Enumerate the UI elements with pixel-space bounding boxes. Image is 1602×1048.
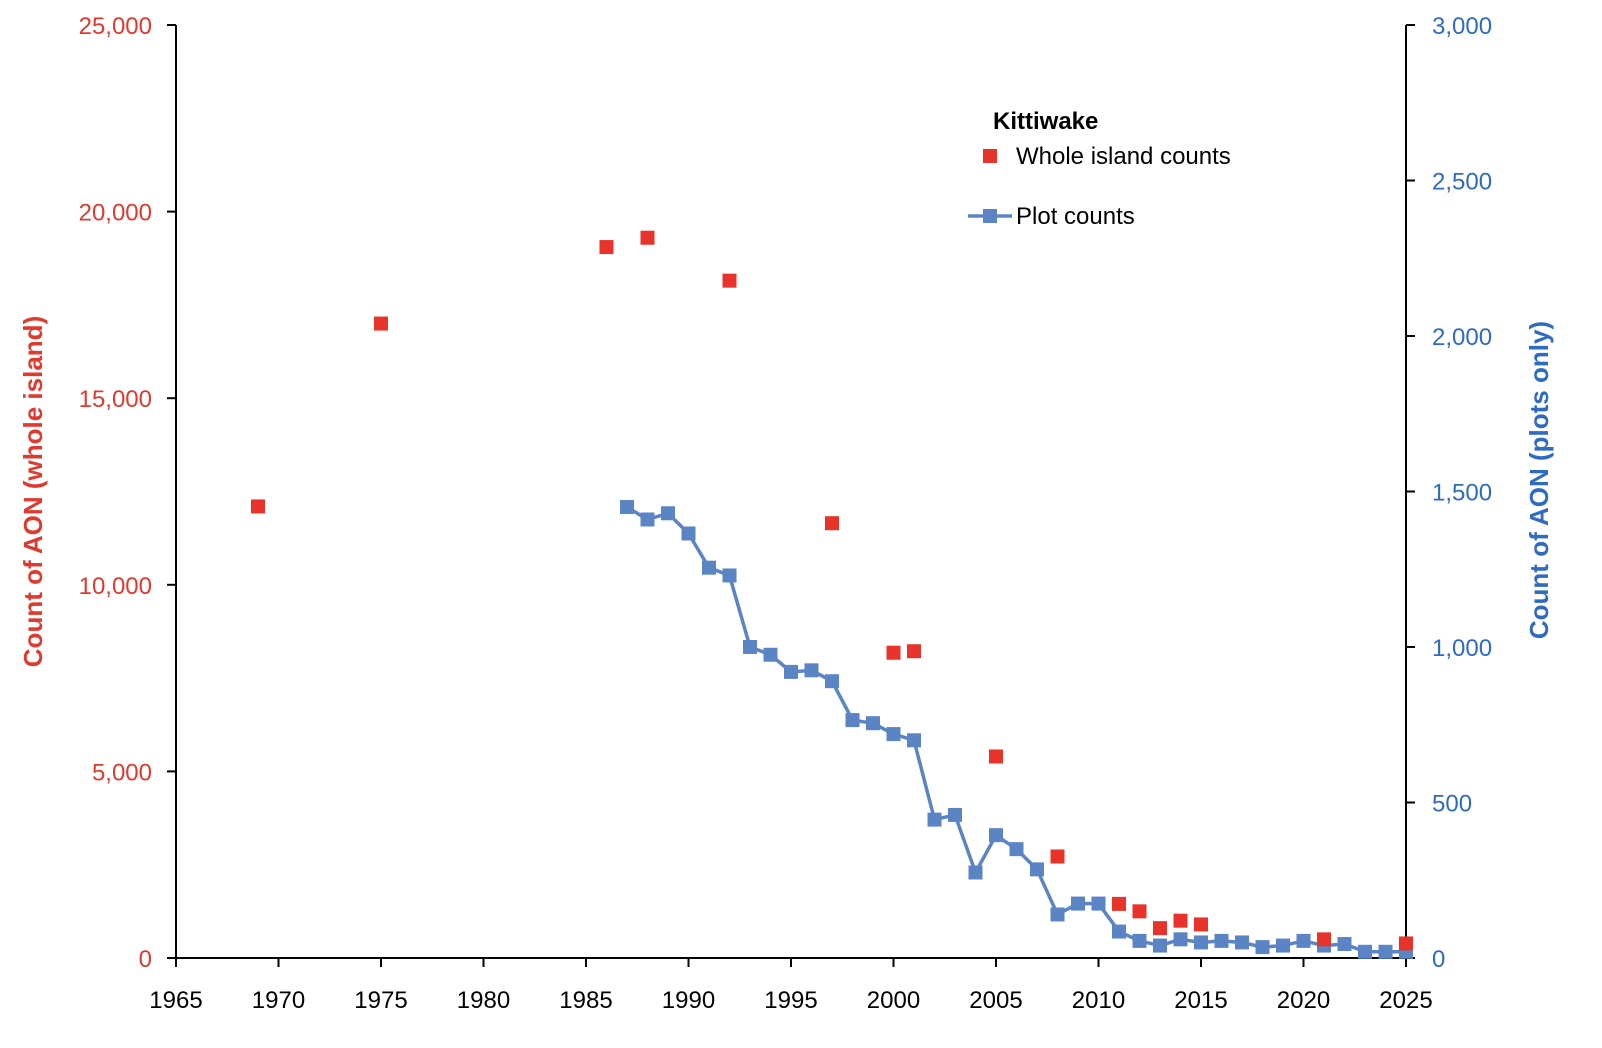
plot-counts-point: [1337, 937, 1352, 952]
whole-island-point: [251, 499, 265, 514]
plot-counts-point: [1071, 896, 1085, 911]
whole-island-point: [1050, 849, 1065, 864]
right-tick-label: 0: [1432, 946, 1445, 973]
plot-counts-point: [743, 640, 757, 654]
plot-counts-point: [1030, 862, 1044, 877]
x-tick-label: 2010: [1072, 987, 1125, 1014]
whole-island-point: [1153, 921, 1167, 936]
right-tick-label: 2,500: [1432, 169, 1492, 196]
right-tick-label: 500: [1432, 791, 1472, 818]
plot-counts-point: [1173, 932, 1188, 947]
right-axis-ticks: 0 500 1,000 1,500 2,000 2,500 3,000: [1406, 13, 1492, 973]
plot-counts-point: [989, 828, 1003, 843]
x-tick-label: 1970: [252, 987, 305, 1014]
x-tick-label: 1975: [354, 987, 407, 1014]
whole-island-point: [1173, 913, 1188, 928]
right-tick-label: 3,000: [1432, 13, 1492, 40]
whole-island-point: [1132, 904, 1147, 919]
whole-island-series: [251, 230, 1413, 951]
plot-counts-point: [681, 526, 696, 541]
legend-marker-whole-island: [983, 149, 997, 163]
plot-counts-point: [784, 664, 798, 679]
x-tick-label: 2020: [1277, 987, 1330, 1014]
plot-counts-point: [1132, 933, 1147, 948]
plot-counts-series: [620, 500, 1413, 959]
right-tick-label: 2,000: [1432, 324, 1492, 351]
plot-counts-point: [845, 713, 860, 728]
plot-counts-point: [1112, 924, 1126, 939]
legend-label-plot-counts: Plot counts: [1016, 203, 1135, 230]
plot-counts-point: [620, 500, 634, 515]
whole-island-point: [599, 240, 614, 255]
left-axis-ticks: 0 5,000 10,000 15,000 20,000 25,000: [79, 13, 176, 973]
plot-counts-point: [1050, 907, 1065, 922]
x-tick-label: 1990: [662, 987, 715, 1014]
x-tick-label: 1995: [764, 987, 817, 1014]
x-tick-label: 1965: [149, 987, 202, 1014]
legend-label-whole-island: Whole island counts: [1016, 143, 1231, 170]
whole-island-point: [1399, 936, 1413, 951]
plot-counts-point: [1235, 935, 1249, 950]
x-tick-label: 2025: [1379, 987, 1432, 1014]
plot-counts-point: [1378, 944, 1393, 959]
left-tick-label: 0: [139, 946, 152, 973]
left-tick-label: 25,000: [79, 13, 152, 40]
right-tick-label: 1,000: [1432, 635, 1492, 662]
plot-counts-point: [907, 733, 921, 748]
whole-island-point: [886, 645, 901, 660]
plot-counts-point: [1276, 938, 1290, 953]
whole-island-point: [640, 230, 655, 245]
x-axis-ticks: 1965 1970 1975 1980 1985 1990 1995 2000 2005 2010…: [149, 958, 1433, 1014]
plot-counts-point: [948, 807, 962, 822]
x-tick-label: 2015: [1174, 987, 1227, 1014]
x-tick-label: 1980: [457, 987, 510, 1014]
whole-island-point: [989, 749, 1003, 764]
plot-counts-point: [702, 560, 716, 575]
whole-island-point: [1194, 917, 1208, 932]
plot-counts-point: [763, 647, 778, 662]
right-tick-label: 1,500: [1432, 480, 1492, 507]
plot-counts-point: [1255, 940, 1270, 955]
plot-counts-point: [804, 663, 819, 678]
whole-island-point: [374, 316, 388, 331]
whole-island-point: [825, 516, 839, 531]
left-tick-label: 5,000: [92, 759, 152, 786]
whole-island-point: [722, 273, 737, 288]
x-tick-label: 2000: [867, 987, 920, 1014]
legend: Kittiwake Whole island counts Plot count…: [968, 108, 1231, 230]
legend-title: Kittiwake: [993, 108, 1098, 135]
left-tick-label: 15,000: [79, 386, 152, 413]
x-tick-label: 1985: [559, 987, 612, 1014]
plot-counts-point: [1358, 944, 1372, 959]
plot-counts-point: [722, 568, 737, 583]
plot-counts-point: [886, 727, 901, 742]
plot-counts-point: [1009, 842, 1024, 857]
plot-counts-line: [626, 505, 1406, 954]
legend-marker-plot-counts: [983, 209, 997, 223]
x-tick-label: 2005: [969, 987, 1022, 1014]
plot-counts-point: [661, 506, 675, 521]
whole-island-point: [907, 644, 921, 659]
left-tick-label: 10,000: [79, 573, 152, 600]
plot-counts-point: [1296, 933, 1311, 948]
plot-counts-point: [640, 512, 655, 527]
right-axis-title: Count of AON (plots only): [1524, 321, 1554, 639]
left-tick-label: 20,000: [79, 200, 152, 227]
plot-counts-point: [825, 674, 839, 689]
plot-counts-point: [1214, 933, 1229, 948]
whole-island-point: [1317, 932, 1331, 947]
plot-counts-point: [866, 716, 880, 731]
plot-counts-point: [1194, 935, 1208, 950]
plot-counts-point: [927, 812, 942, 827]
plot-counts-point: [1091, 896, 1106, 911]
plot-counts-point: [968, 865, 983, 880]
left-axis-title: Count of AON (whole island): [18, 316, 48, 667]
whole-island-point: [1112, 896, 1126, 911]
plot-counts-point: [1153, 938, 1167, 953]
